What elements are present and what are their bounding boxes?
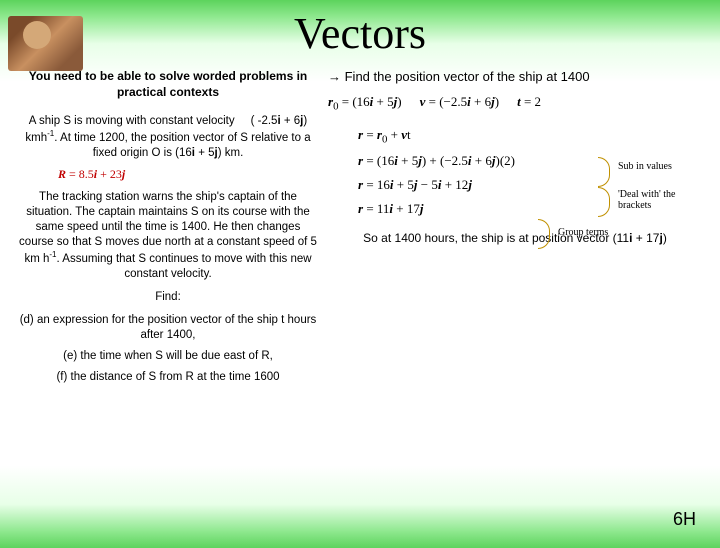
r0-value: r0 = (16i + 5j) [328, 94, 402, 113]
page-footer: 6H [673, 509, 696, 530]
annotation-sub-values: Sub in values [618, 161, 672, 172]
annotation-brackets: 'Deal with' the brackets [618, 189, 698, 211]
math-line-1: r = r0 + vt [358, 127, 702, 146]
conclusion-text: So at 1400 hours, the ship is at positio… [328, 231, 702, 245]
t-value: t = 2 [517, 94, 541, 113]
content-area: You need to be able to solve worded prob… [0, 59, 720, 391]
question-d: (d) an expression for the position vecto… [18, 313, 318, 343]
question-e: (e) the time when S will be due east of … [18, 349, 318, 364]
find-label: Find: [18, 290, 318, 305]
question-f: (f) the distance of S from R at the time… [18, 370, 318, 385]
intro-text: You need to be able to solve worded prob… [18, 69, 318, 100]
right-column: → Find the position vector of the ship a… [328, 69, 702, 391]
left-column: You need to be able to solve worded prob… [18, 69, 318, 391]
problem-para-1: A ship S is moving with constant velocit… [18, 114, 318, 161]
corner-illustration [8, 16, 83, 71]
problem-para-2: The tracking station warns the ship's ca… [18, 190, 318, 281]
solution-prompt: → Find the position vector of the ship a… [328, 69, 702, 84]
equation-R: R = 8.5i + 23j [58, 167, 318, 183]
annotation-group: Group terms [558, 227, 608, 238]
page-title: Vectors [0, 8, 720, 59]
given-values-row: r0 = (16i + 5j) v = (−2.5i + 6j) t = 2 [328, 94, 702, 113]
v-value: v = (−2.5i + 6j) [420, 94, 499, 113]
